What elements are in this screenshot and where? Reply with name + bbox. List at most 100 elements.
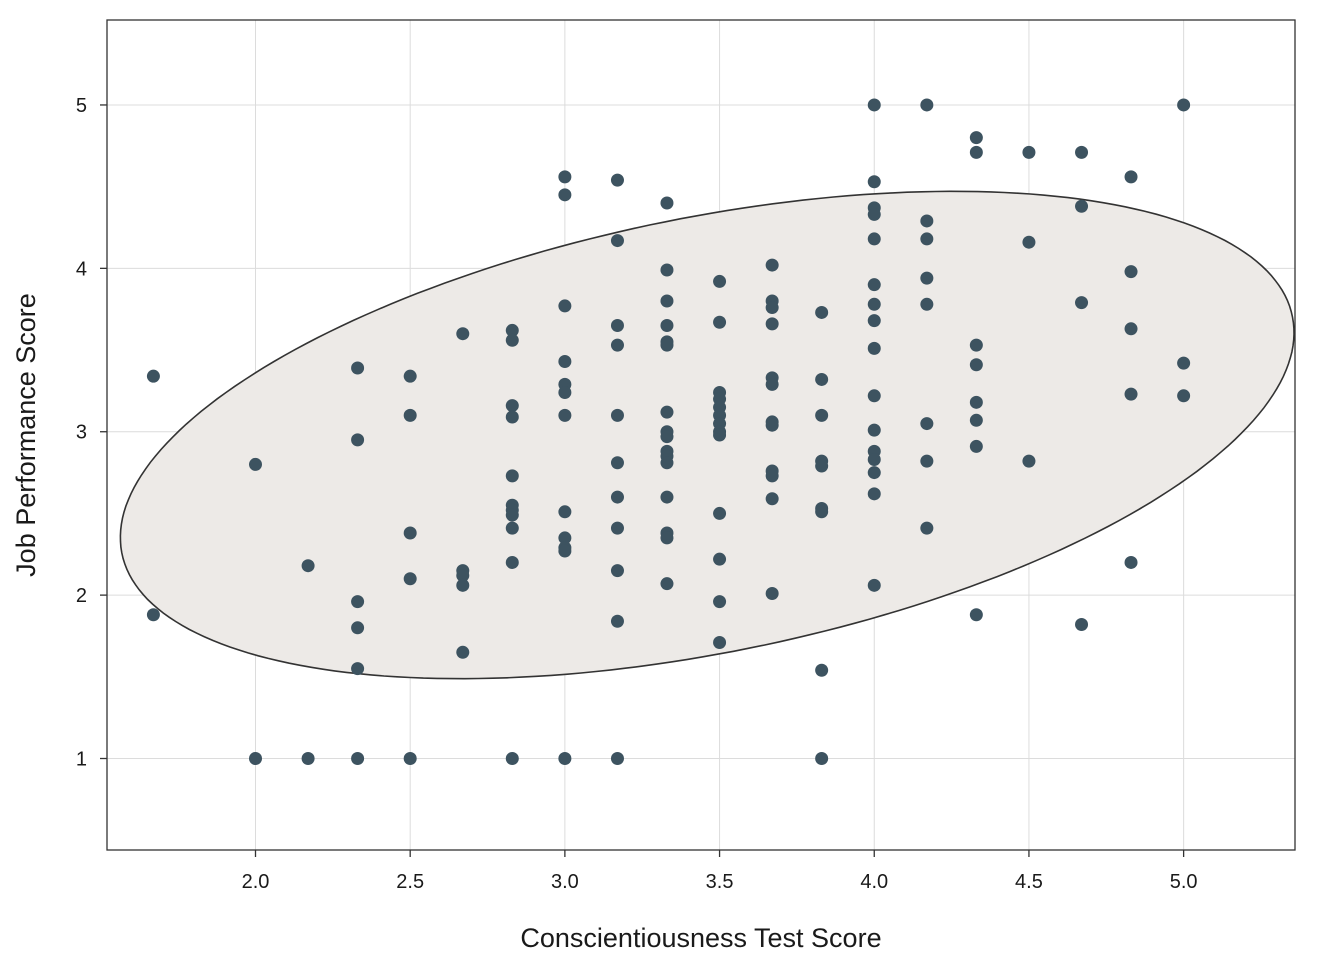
data-point xyxy=(765,469,779,483)
data-point xyxy=(505,399,519,413)
data-point xyxy=(660,490,674,504)
data-point xyxy=(351,752,365,766)
data-point xyxy=(765,258,779,272)
data-point xyxy=(867,341,881,355)
data-point xyxy=(610,456,624,470)
data-point xyxy=(815,408,829,422)
data-point xyxy=(505,508,519,522)
data-point xyxy=(505,410,519,424)
data-point xyxy=(1177,389,1191,403)
data-point xyxy=(558,386,572,400)
data-point xyxy=(351,361,365,375)
data-point xyxy=(301,559,315,573)
data-point xyxy=(660,456,674,470)
data-point xyxy=(1124,170,1138,184)
data-point xyxy=(765,418,779,432)
data-point xyxy=(558,170,572,184)
data-point xyxy=(867,453,881,467)
data-point xyxy=(713,595,727,609)
data-point xyxy=(1075,199,1089,213)
data-point xyxy=(610,521,624,535)
data-point xyxy=(456,569,470,583)
data-point xyxy=(867,278,881,292)
data-point xyxy=(867,578,881,592)
data-point xyxy=(146,608,160,622)
data-point xyxy=(301,752,315,766)
data-point xyxy=(713,552,727,566)
data-point xyxy=(351,595,365,609)
data-point xyxy=(403,572,417,586)
data-point xyxy=(558,752,572,766)
data-point xyxy=(1177,356,1191,370)
data-point xyxy=(456,578,470,592)
data-point xyxy=(660,196,674,210)
data-point xyxy=(867,389,881,403)
data-point xyxy=(920,521,934,535)
x-axis-label: Conscientiousness Test Score xyxy=(520,923,881,953)
data-point xyxy=(920,454,934,468)
data-point xyxy=(610,614,624,628)
data-point xyxy=(713,315,727,329)
x-tick-label: 4.0 xyxy=(860,871,888,893)
data-point xyxy=(1124,387,1138,401)
data-point xyxy=(815,505,829,519)
data-point xyxy=(610,234,624,248)
data-point xyxy=(505,323,519,337)
data-point xyxy=(403,752,417,766)
data-point xyxy=(403,408,417,422)
data-points xyxy=(146,98,1191,766)
y-tick-label: 4 xyxy=(76,258,87,280)
data-point xyxy=(610,564,624,578)
data-point xyxy=(456,645,470,659)
data-point xyxy=(1075,618,1089,632)
data-point xyxy=(660,338,674,352)
data-point xyxy=(660,577,674,591)
data-point xyxy=(713,428,727,442)
data-point xyxy=(867,297,881,311)
data-point xyxy=(1022,145,1036,159)
data-point xyxy=(660,430,674,444)
data-point xyxy=(713,274,727,288)
data-point xyxy=(969,395,983,409)
data-point xyxy=(249,457,262,471)
data-point xyxy=(558,531,572,545)
data-point xyxy=(351,621,365,635)
data-point xyxy=(351,662,365,676)
x-tick-label: 2.5 xyxy=(396,871,424,893)
data-point xyxy=(1124,265,1138,279)
data-point xyxy=(867,175,881,189)
data-point xyxy=(505,521,519,535)
data-point xyxy=(920,214,934,228)
data-point xyxy=(867,98,881,112)
data-point xyxy=(815,663,829,677)
y-tick-label: 3 xyxy=(76,422,87,444)
data-point xyxy=(969,131,983,145)
data-point xyxy=(558,354,572,368)
data-point xyxy=(1075,145,1089,159)
y-tick-label: 5 xyxy=(76,95,87,117)
data-point xyxy=(660,531,674,545)
data-point xyxy=(660,319,674,333)
data-point xyxy=(610,752,624,766)
data-point xyxy=(1177,98,1191,112)
y-tick-label: 1 xyxy=(76,749,87,771)
data-point xyxy=(920,271,934,285)
data-point xyxy=(146,369,160,383)
data-point xyxy=(610,408,624,422)
data-point xyxy=(610,319,624,333)
data-point xyxy=(505,752,519,766)
plot-frame xyxy=(106,19,1296,851)
data-point xyxy=(867,466,881,480)
data-point xyxy=(1022,454,1036,468)
x-tick-label: 5.0 xyxy=(1170,871,1198,893)
data-point xyxy=(1022,235,1036,249)
plot-border xyxy=(106,19,1296,851)
x-tick-label: 3.5 xyxy=(706,871,734,893)
data-point xyxy=(1124,555,1138,569)
data-point xyxy=(920,98,934,112)
data-point xyxy=(558,188,572,202)
data-ellipse-layer xyxy=(119,190,1295,680)
data-point xyxy=(1075,296,1089,310)
data-point xyxy=(765,586,779,600)
